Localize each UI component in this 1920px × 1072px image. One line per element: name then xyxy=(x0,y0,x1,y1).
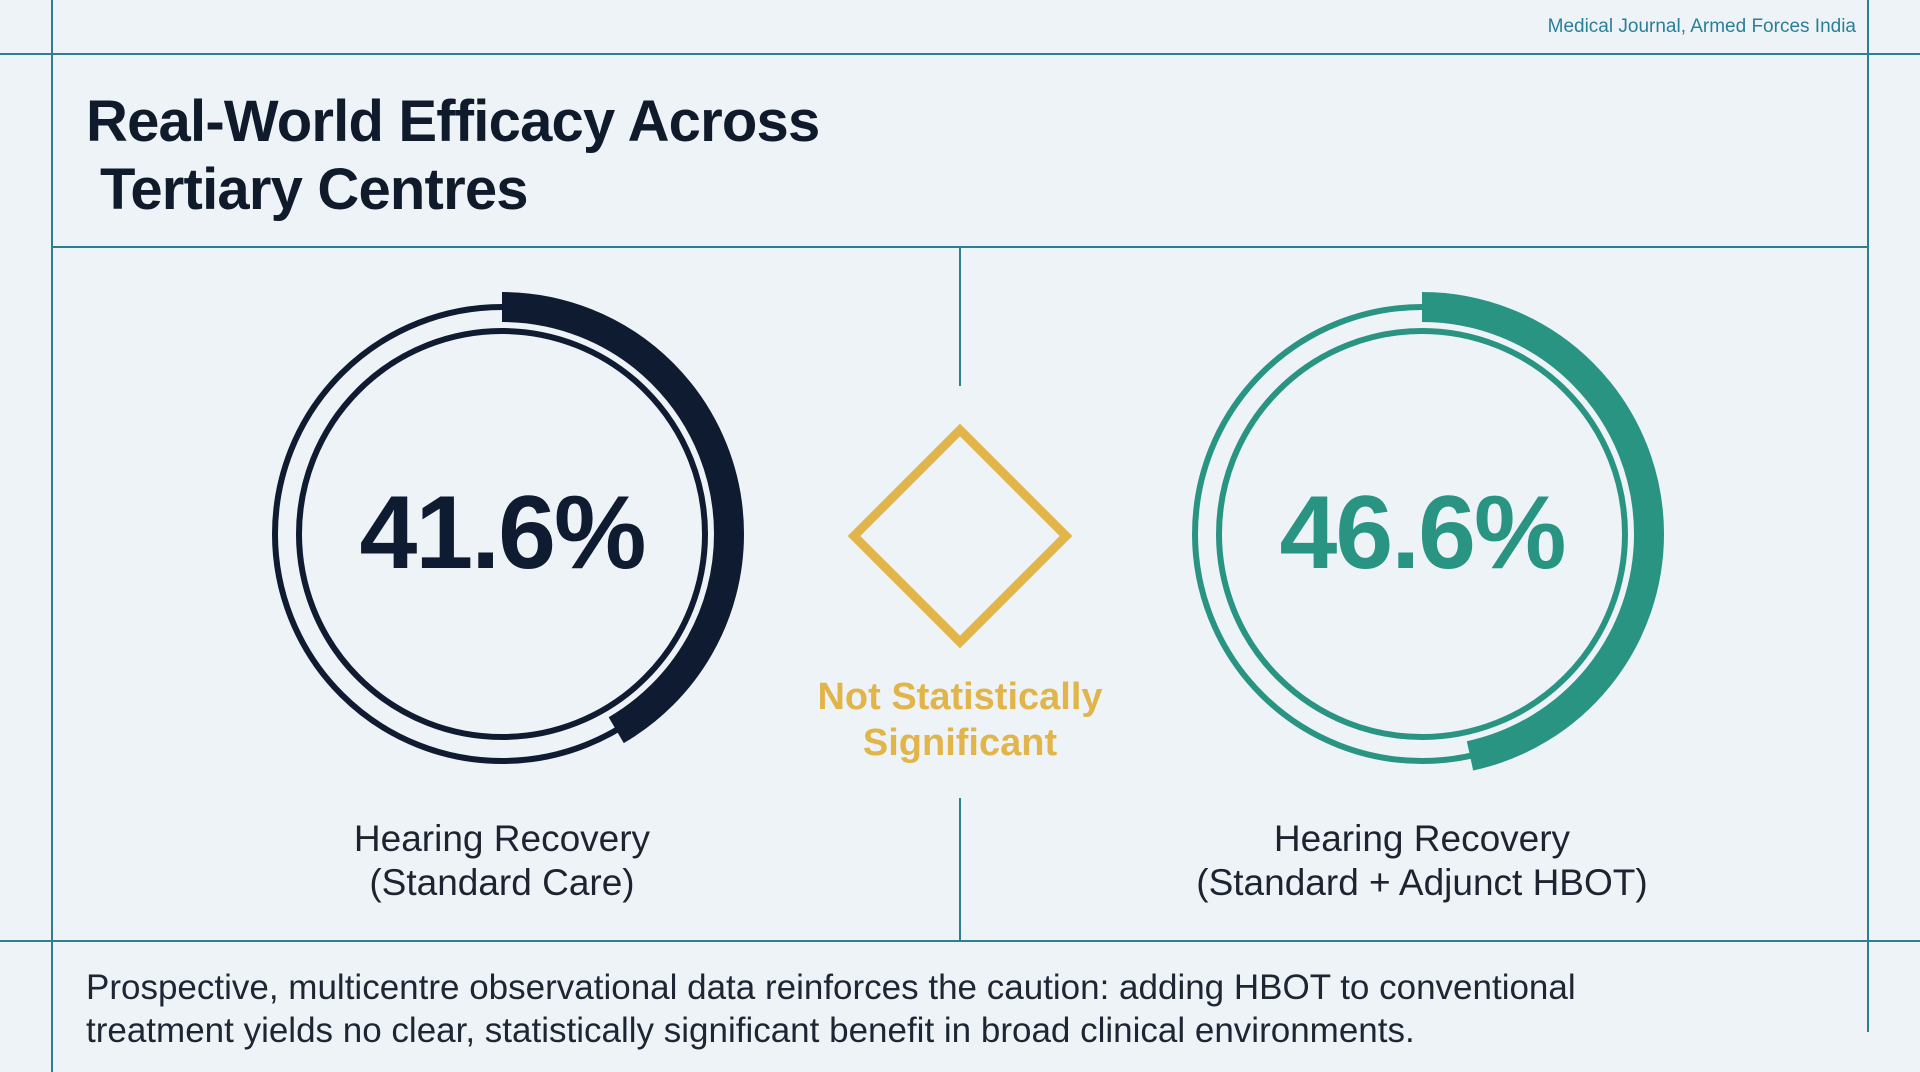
significance-verdict-line-1: Not Statistically xyxy=(817,676,1103,718)
standard-care-label: Hearing Recovery (Standard Care) xyxy=(202,817,802,905)
source-credit: Medical Journal, Armed Forces India xyxy=(1547,16,1856,37)
standard-care-label-line-1: Hearing Recovery xyxy=(353,818,651,859)
right-frame-line xyxy=(1867,0,1869,1032)
title-rule xyxy=(52,246,1868,248)
standard-care-percentage: 41.6% xyxy=(359,475,647,591)
significance-verdict-line-2: Significant xyxy=(862,722,1058,764)
summary-caption-line-2: treatment yields no clear, statistically… xyxy=(86,1011,1415,1050)
standard-care-ring-inner xyxy=(296,328,708,740)
page-title: Real-World Efficacy Across Tertiary Cent… xyxy=(86,88,820,224)
title-line-2: Tertiary Centres xyxy=(100,157,529,222)
adjunct-hbot-label-line-1: Hearing Recovery xyxy=(1273,818,1571,859)
adjunct-hbot-percentage: 46.6% xyxy=(1279,475,1567,591)
center-divider-bottom xyxy=(959,798,961,940)
summary-caption: Prospective, multicentre observational d… xyxy=(86,966,1846,1052)
adjunct-hbot-label: Hearing Recovery (Standard + Adjunct HBO… xyxy=(1122,817,1722,905)
adjunct-hbot-label-line-2: (Standard + Adjunct HBOT) xyxy=(1196,862,1648,903)
adjunct-hbot-ring-progress xyxy=(1180,292,1664,776)
adjunct-hbot-ring-inner xyxy=(1216,328,1628,740)
standard-care-ring-progress xyxy=(260,292,744,776)
summary-caption-line-1: Prospective, multicentre observational d… xyxy=(86,968,1576,1007)
header-rule xyxy=(0,53,1920,55)
significance-verdict: Not Statistically Significant xyxy=(780,674,1140,766)
title-line-1: Real-World Efficacy Across xyxy=(86,89,820,154)
left-frame-line xyxy=(51,0,53,1072)
center-divider-top xyxy=(959,248,961,386)
standard-care-ring xyxy=(260,292,744,776)
standard-care-label-line-2: (Standard Care) xyxy=(369,862,635,903)
adjunct-hbot-ring xyxy=(1180,292,1664,776)
footer-rule xyxy=(0,940,1920,942)
diamond-icon xyxy=(847,423,1073,649)
